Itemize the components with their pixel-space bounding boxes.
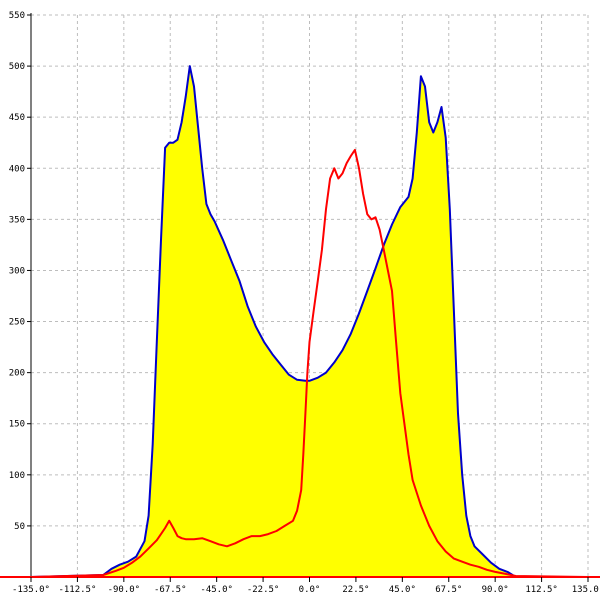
y-tick-label: 150 [9,420,25,430]
x-tick-label: -135.0° [12,585,50,595]
y-tick-label: 100 [9,471,25,481]
x-tick-label: -67.5° [154,585,187,595]
y-axis-ticks: 50 100 150 200 250 300 350 400 450 500 550 [9,11,31,532]
y-tick-label: 200 [9,369,25,379]
x-axis-ticks: -135.0° -112.5° -90.0° -67.5° -45.0° -22.5° 0.… [12,577,600,595]
y-tick-label: 250 [9,318,25,328]
y-tick-label: 500 [9,62,25,72]
x-tick-label: 22.5° [342,585,369,595]
y-tick-label: 550 [9,11,25,21]
y-tick-label: 50 [14,522,25,532]
x-tick-label: -22.5° [247,585,280,595]
x-tick-label: -112.5° [58,585,96,595]
x-tick-label: 0.0° [299,585,321,595]
y-tick-label: 400 [9,164,25,174]
series-1-line [30,148,589,578]
x-tick-label: 45.0° [389,585,416,595]
y-tick-label: 350 [9,215,25,225]
x-tick-label: -90.0° [108,585,141,595]
y-tick-label: 450 [9,113,25,123]
x-tick-label: 67.5° [435,585,462,595]
series-lines [30,65,589,578]
x-tick-label: 90.0° [482,585,509,595]
x-tick-label: -45.0° [200,585,233,595]
x-tick-label: 112.5° [525,585,558,595]
x-tick-label: 135.0° [572,585,600,595]
y-tick-label: 300 [9,266,25,276]
axes [0,13,600,578]
